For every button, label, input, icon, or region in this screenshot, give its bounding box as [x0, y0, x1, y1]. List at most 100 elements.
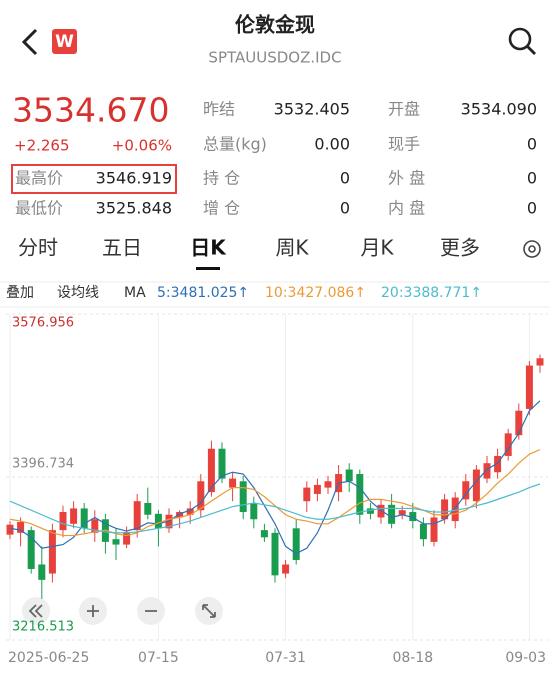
tab[interactable]: 五日: [102, 236, 142, 260]
candle-body: [59, 512, 67, 531]
candle-body: [441, 499, 449, 520]
candle-body: [112, 539, 120, 545]
stat-value: 3525.848: [96, 199, 172, 218]
change: +2.265: [14, 137, 70, 155]
candle-body: [6, 524, 14, 535]
stat-label: 持 仓: [203, 169, 240, 188]
candle-body: [144, 502, 152, 515]
tab-underline: [196, 267, 220, 270]
candle-body: [451, 497, 459, 522]
zoom-in-icon: [87, 605, 99, 617]
tab[interactable]: 更多: [440, 236, 480, 260]
y-tick-label: 3216.513: [12, 620, 74, 635]
candle-body: [91, 519, 99, 533]
candle-body: [356, 474, 364, 515]
candle-body: [483, 463, 491, 479]
candle-body: [123, 531, 131, 545]
app-badge-letter: W: [55, 32, 74, 52]
candle-body: [48, 530, 56, 574]
candle-body: [515, 410, 523, 436]
stat-value: 3532.405: [274, 100, 350, 119]
tab[interactable]: 日K: [190, 236, 227, 260]
candle-body: [430, 517, 438, 542]
back-button[interactable]: [21, 28, 38, 56]
stat-value: 0: [527, 135, 537, 154]
app-badge: [52, 29, 77, 54]
title: 伦敦金现: [235, 13, 315, 37]
candle-body: [70, 508, 78, 524]
highlight-box: [11, 164, 177, 194]
settings-button[interactable]: [523, 240, 541, 258]
candle-body: [154, 513, 162, 529]
ma-line: [9, 483, 541, 534]
candle-body: [27, 530, 35, 570]
tab[interactable]: 周K: [275, 236, 309, 260]
candle-body: [250, 502, 258, 520]
stat-label: 开盘: [388, 100, 420, 119]
candle-body: [38, 564, 46, 580]
candle-body: [345, 469, 353, 482]
candle-body: [292, 528, 300, 560]
stat-label: 最低价: [15, 199, 63, 218]
x-tick-label: 2025-06-25: [8, 650, 89, 666]
candle-body: [388, 504, 396, 524]
legend-entry: 20:3388.771↑: [381, 285, 482, 301]
tab[interactable]: 月K: [360, 236, 394, 260]
y-tick-label: 3396.734: [12, 457, 74, 472]
stat-label: 总量(kg): [203, 135, 267, 154]
candle-body: [207, 448, 215, 493]
stat-value: 0: [527, 169, 537, 188]
price: 3534.670: [12, 91, 169, 130]
stat-value: 3546.919: [96, 169, 172, 188]
change-pct: +0.06%: [112, 137, 172, 155]
candle-body: [313, 484, 321, 494]
candle-body: [409, 512, 417, 522]
stat-label: 增 仓: [203, 199, 240, 218]
candle-body: [80, 508, 88, 529]
ma-line: [9, 400, 541, 555]
subtitle: SPTAUUSDOZ.IDC: [208, 49, 341, 67]
stat-label: 最高价: [15, 169, 63, 188]
stat-label: 外 盘: [388, 169, 425, 188]
scroll-left-icon: [28, 604, 43, 618]
stat-label: 内 盘: [388, 199, 425, 218]
toolbar-button[interactable]: 设均线: [57, 285, 99, 301]
candle-body: [271, 532, 279, 576]
candle-body: [525, 365, 533, 409]
candle-body: [282, 564, 290, 574]
candle-body: [197, 481, 205, 511]
toolbar-button[interactable]: 叠加: [6, 285, 34, 301]
stat-value: 0.00: [314, 135, 350, 154]
candle-body: [377, 504, 385, 518]
candle-body: [176, 512, 184, 518]
x-tick-label: 07-31: [265, 650, 306, 666]
candle-body: [419, 523, 427, 540]
candle-body: [239, 481, 247, 513]
x-tick-label: 08-18: [392, 650, 433, 666]
search-button[interactable]: [508, 27, 536, 55]
tab[interactable]: 分时: [18, 236, 58, 260]
indicator-label: MA: [124, 285, 146, 301]
fullscreen-icon: [202, 604, 216, 618]
candle-body: [536, 358, 544, 366]
stat-value: 3534.090: [461, 100, 537, 119]
candle-body: [133, 501, 141, 531]
stat-value: 0: [527, 199, 537, 218]
candle-body: [17, 521, 25, 533]
legend-entry: 10:3427.086↑: [265, 285, 366, 301]
candle-body: [366, 508, 374, 514]
candle-body: [398, 510, 406, 515]
legend-entry: 5:3481.025↑: [157, 285, 249, 301]
candle-body: [303, 487, 311, 502]
stat-value: 0: [340, 199, 350, 218]
candle-body: [229, 478, 237, 488]
x-tick-label: 09-03: [505, 650, 546, 666]
candle-body: [260, 530, 268, 538]
candle-body: [186, 508, 194, 515]
x-tick-label: 07-15: [138, 650, 179, 666]
stat-label: 现手: [388, 135, 420, 154]
candle-body: [218, 448, 226, 479]
y-tick-label: 3576.956: [12, 316, 74, 331]
candle-body: [504, 433, 512, 456]
